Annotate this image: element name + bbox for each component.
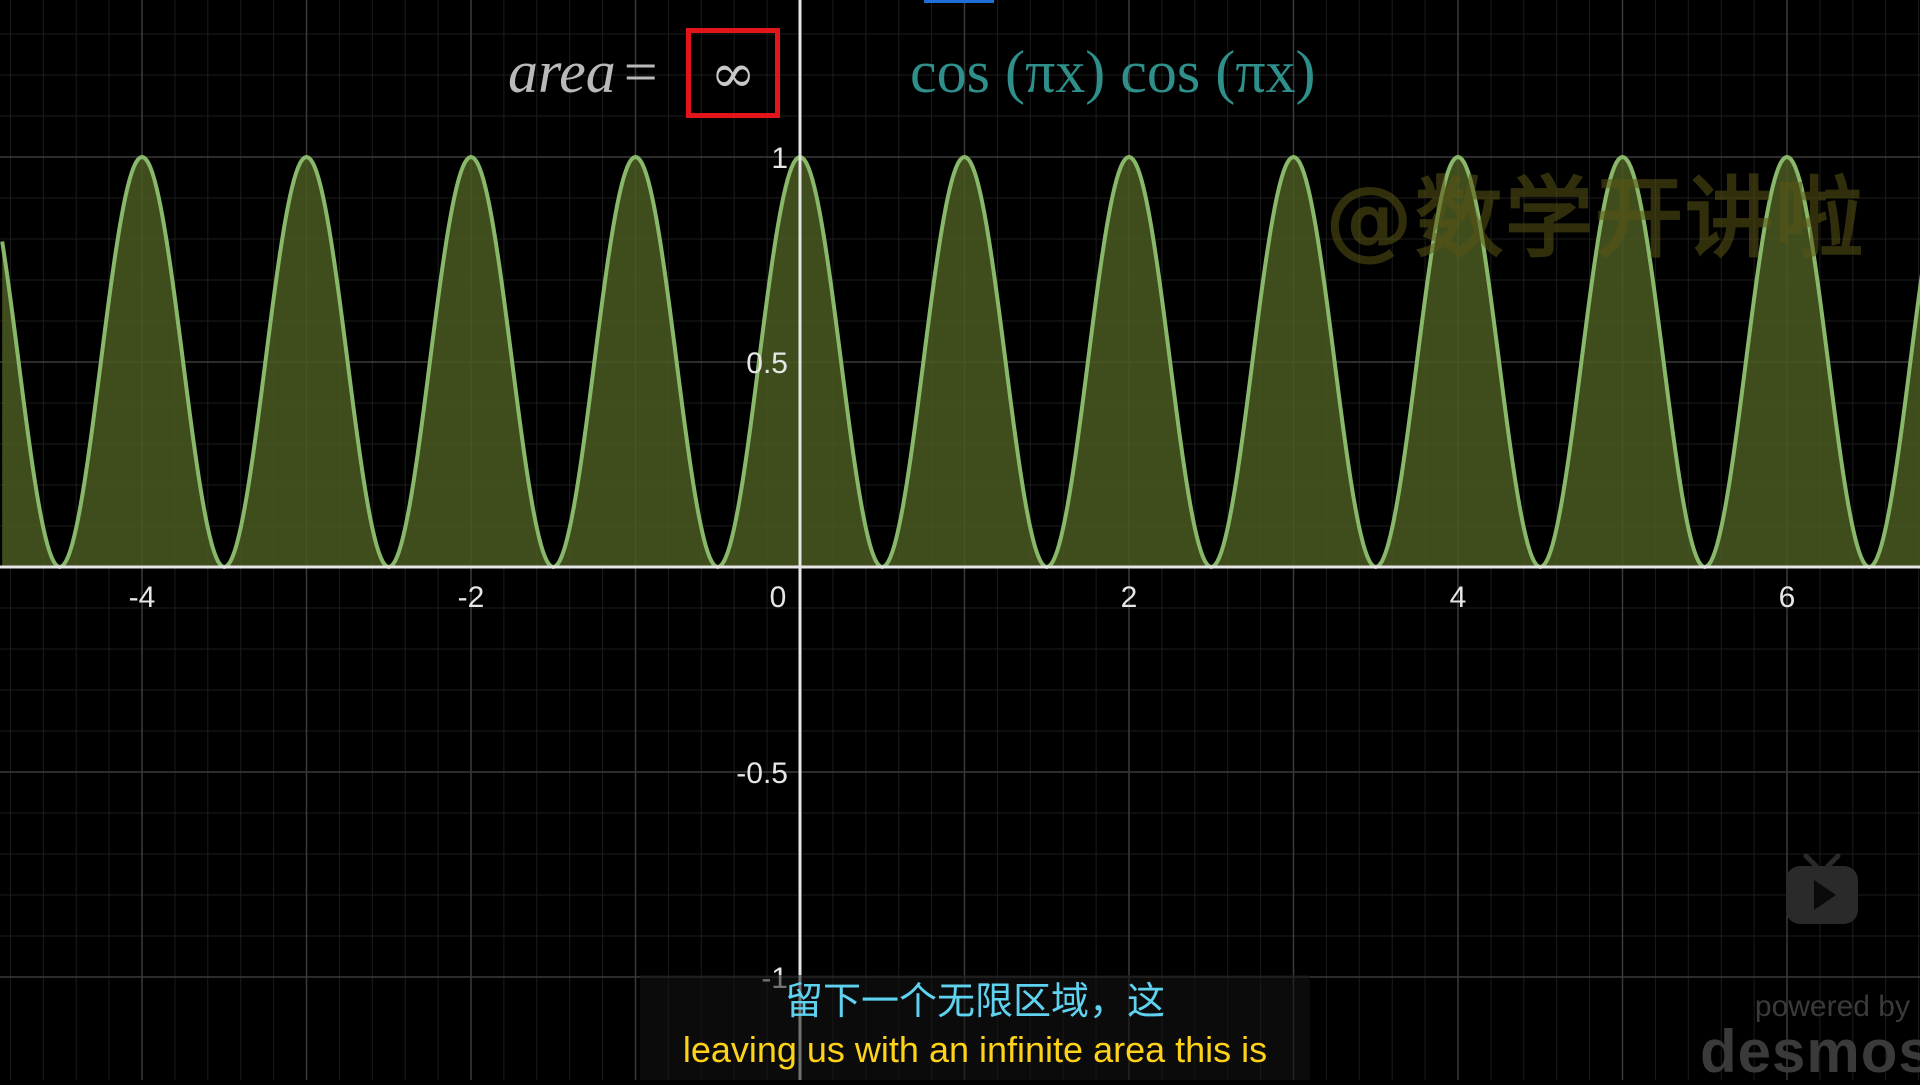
area-word: area xyxy=(508,39,616,105)
x-tick-label: -4 xyxy=(129,581,156,614)
equals-sign: = xyxy=(623,39,658,105)
watermark: @数学开讲啦 xyxy=(1325,167,1866,270)
x-tick-label: -2 xyxy=(458,581,485,614)
play-icon[interactable] xyxy=(1782,852,1862,928)
area-value-highlight: ∞ xyxy=(686,28,780,118)
y-tick-label: 1 xyxy=(771,142,788,175)
progress-indicator xyxy=(924,0,994,3)
y-tick-label: 0.5 xyxy=(746,347,788,380)
x-tick-label: 4 xyxy=(1450,581,1467,614)
x-tick-label: 2 xyxy=(1121,581,1138,614)
subtitle-english: leaving us with an infinite area this is xyxy=(682,1029,1268,1070)
infinity-symbol: ∞ xyxy=(710,41,756,105)
function-curve xyxy=(0,154,1920,570)
subtitle-box: 留下一个无限区域，这 leaving us with an infinite a… xyxy=(640,975,1310,1080)
subtitle-chinese: 留下一个无限区域，这 xyxy=(784,979,1165,1023)
x-tick-label: 6 xyxy=(1779,581,1796,614)
y-tick-label: -0.5 xyxy=(736,757,788,790)
function-label: cos (πx) cos (πx) xyxy=(910,39,1316,105)
desmos-wordmark: desmos xyxy=(1700,1018,1920,1085)
area-fill xyxy=(2,157,1920,567)
powered-by-text: powered by xyxy=(1754,990,1910,1023)
x-tick-label: 0 xyxy=(770,581,787,614)
desmos-logo: powered by desmos xyxy=(1700,990,1920,1085)
area-annotation: area = xyxy=(508,38,666,107)
